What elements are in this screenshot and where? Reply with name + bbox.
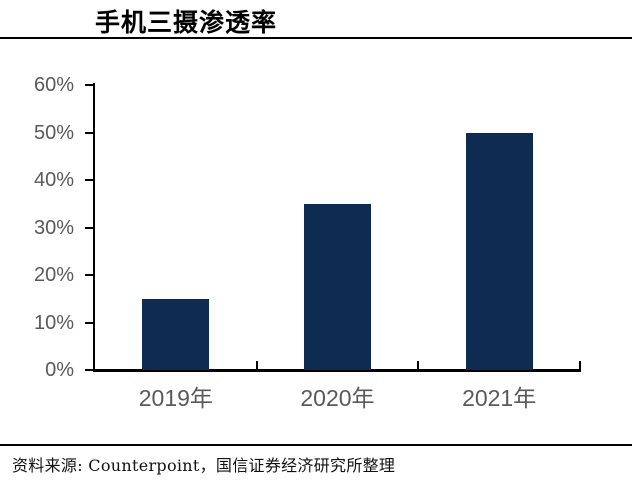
- y-axis-label: 20%: [33, 264, 74, 286]
- bar-2019: [142, 298, 210, 370]
- y-axis-tick: [85, 321, 93, 324]
- y-axis-tick: [85, 369, 93, 371]
- x-axis-line: [93, 369, 581, 372]
- y-axis-tick: [85, 84, 93, 86]
- y-axis-label: 40%: [33, 169, 74, 191]
- x-axis-label: 2019年: [138, 385, 213, 411]
- y-axis-label: 50%: [33, 121, 74, 144]
- y-axis-label: 0%: [45, 359, 74, 381]
- chart-title: 手机三摄渗透率: [95, 8, 278, 37]
- y-axis-label: 30%: [33, 216, 74, 239]
- y-axis-tick: [85, 179, 93, 181]
- x-axis-label: 2021年: [462, 385, 537, 411]
- y-axis-line: [93, 83, 95, 372]
- x-axis-tick: [579, 361, 581, 370]
- y-axis-tick: [85, 274, 93, 276]
- x-axis-tick: [417, 361, 419, 370]
- x-axis-label: 2020年: [300, 385, 375, 411]
- source-note: 资料来源: Counterpoint，国信证券经济研究所整理: [12, 456, 396, 475]
- bar-2020: [304, 203, 371, 370]
- y-axis-tick: [85, 226, 93, 229]
- y-axis-tick: [85, 131, 93, 134]
- source-divider-line: [0, 444, 632, 446]
- title-divider-line: [0, 37, 632, 39]
- x-axis-tick: [256, 361, 258, 370]
- y-axis-label: 60%: [33, 74, 74, 96]
- bar-2021: [465, 132, 533, 370]
- y-axis-label: 10%: [33, 311, 74, 334]
